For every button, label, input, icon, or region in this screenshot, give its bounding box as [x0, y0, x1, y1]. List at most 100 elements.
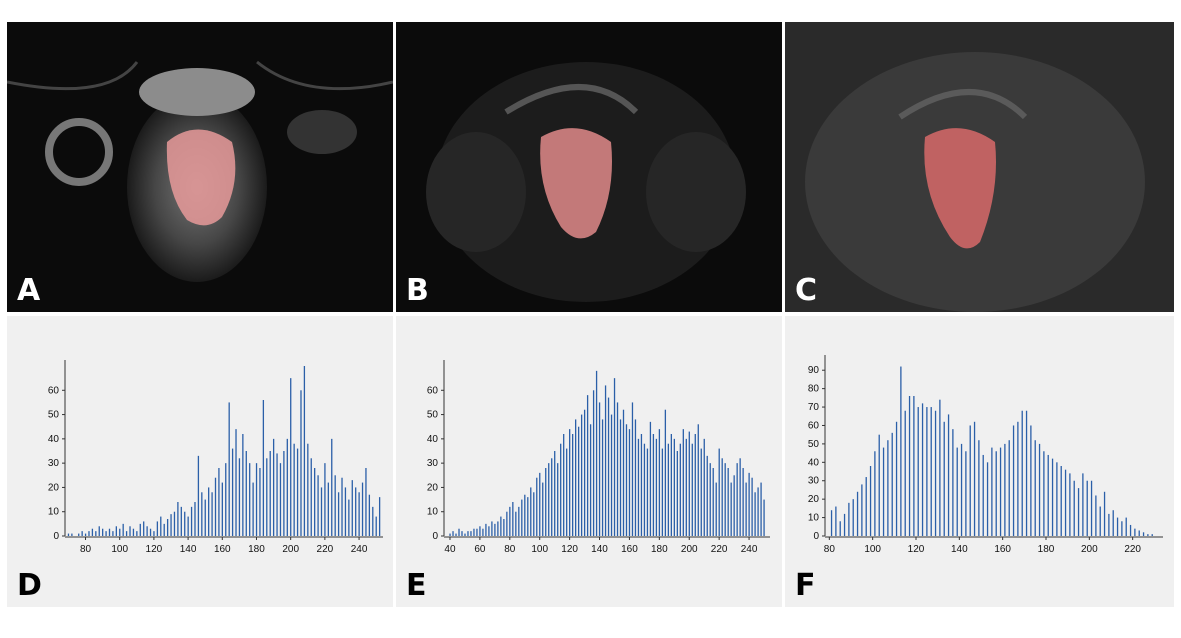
histogram-bar	[658, 429, 661, 536]
histogram-bar	[649, 421, 652, 536]
histogram-bar	[551, 458, 553, 536]
histogram-bar	[685, 438, 687, 536]
histogram-bar	[225, 463, 227, 536]
histogram-bar	[78, 533, 80, 536]
histogram-bar	[1056, 462, 1058, 536]
histogram-bar	[1121, 521, 1123, 536]
histogram-bar	[560, 443, 562, 536]
histogram-bar	[1034, 440, 1036, 536]
x-tick-label: 240	[741, 544, 758, 555]
histogram-bar	[563, 434, 565, 536]
histogram-bar	[982, 454, 984, 536]
histogram-bar	[187, 516, 189, 536]
histogram-bar	[569, 429, 571, 536]
histogram-bar	[727, 468, 729, 536]
histogram-bar	[129, 526, 131, 536]
histogram-bar	[331, 438, 333, 536]
histogram-bar	[473, 528, 475, 536]
y-tick-label: 40	[427, 434, 439, 445]
histogram-bar	[310, 458, 312, 536]
histogram-bar	[1103, 491, 1106, 536]
histogram-bar	[934, 410, 937, 536]
histogram-bar	[108, 528, 111, 536]
x-tick-label: 100	[864, 544, 881, 555]
histogram-bar	[190, 506, 193, 536]
histogram-bar	[139, 523, 141, 536]
histogram-bar	[625, 424, 628, 536]
histogram-bar	[586, 395, 589, 536]
x-tick-label: 140	[591, 544, 608, 555]
histogram-bar	[1129, 524, 1132, 536]
histogram-bar	[170, 514, 172, 536]
histogram-bar	[646, 448, 649, 536]
y-tick-label: 80	[808, 384, 820, 395]
histogram-bar	[999, 447, 1002, 536]
x-tick-label: 180	[1038, 544, 1055, 555]
histogram-bar	[194, 502, 196, 536]
histogram-bar	[610, 414, 613, 536]
histogram-bar	[163, 523, 165, 536]
histogram-bar	[470, 531, 472, 536]
mri-image-a	[7, 60, 393, 282]
histogram-bar	[1060, 466, 1062, 536]
histogram-bar	[715, 482, 717, 536]
histogram-bar	[197, 455, 200, 536]
mri-image-c	[785, 22, 1174, 312]
histogram-bar	[1108, 513, 1110, 536]
histogram-bar	[619, 419, 622, 536]
histogram-bar	[296, 448, 299, 536]
histogram-bar	[598, 402, 601, 536]
histogram-bar	[355, 487, 357, 536]
x-tick-label: 220	[711, 544, 728, 555]
histogram-bar	[102, 528, 104, 536]
x-tick-label: 140	[180, 544, 197, 555]
histogram-bar	[361, 482, 364, 536]
histogram-bar	[211, 492, 213, 536]
histogram-bar	[882, 447, 885, 536]
histogram-bar	[673, 438, 675, 536]
histogram-bar	[652, 434, 655, 536]
histogram-bar	[249, 463, 251, 536]
histogram-bar	[81, 531, 83, 536]
histogram-bar	[324, 463, 326, 536]
histogram-bar	[95, 531, 97, 536]
histogram-bar	[694, 434, 696, 536]
histogram-bar	[500, 516, 502, 536]
x-tick-label: 180	[651, 544, 668, 555]
panel-label-f: F	[795, 568, 816, 603]
histogram-bar	[266, 458, 268, 536]
roi-overlay	[166, 129, 236, 226]
x-tick-label: 200	[282, 544, 299, 555]
histogram-bar	[973, 421, 976, 536]
histogram-bar	[839, 521, 841, 536]
histogram-bar	[358, 492, 360, 536]
histogram-panel-e: 0 10 20 30 40 50 60 40 60 80 100 120 140 160 180 200 220…	[396, 316, 782, 607]
histogram-bar	[930, 407, 932, 536]
histogram-bar	[874, 451, 876, 536]
mri-panel-c: C	[785, 22, 1174, 312]
histogram-bar	[488, 526, 490, 536]
histogram-bar	[458, 528, 460, 536]
histogram-bar	[221, 482, 223, 536]
histogram-bar	[1116, 517, 1119, 536]
histogram-bar	[904, 410, 906, 536]
y-tick-label: 0	[53, 531, 59, 542]
histogram-bar	[1112, 510, 1114, 536]
histogram-bar	[119, 528, 121, 536]
histogram-bar	[228, 402, 230, 536]
histogram-bar	[279, 463, 282, 536]
histogram-bar	[259, 468, 261, 536]
histogram-bar	[317, 475, 319, 536]
mri-panel-b: B	[396, 22, 782, 312]
histogram-bar	[149, 528, 152, 536]
histogram-bar	[177, 502, 179, 536]
x-tick-label: 220	[1124, 544, 1141, 555]
x-tick-label: 120	[146, 544, 163, 555]
panel-label-c: C	[795, 273, 818, 308]
histogram-bar	[667, 443, 670, 536]
histogram-bar	[545, 468, 547, 536]
y-tick-label: 10	[427, 507, 439, 518]
histogram-bar	[869, 466, 872, 536]
histogram-bar	[670, 434, 673, 536]
histogram-bar	[344, 487, 347, 536]
